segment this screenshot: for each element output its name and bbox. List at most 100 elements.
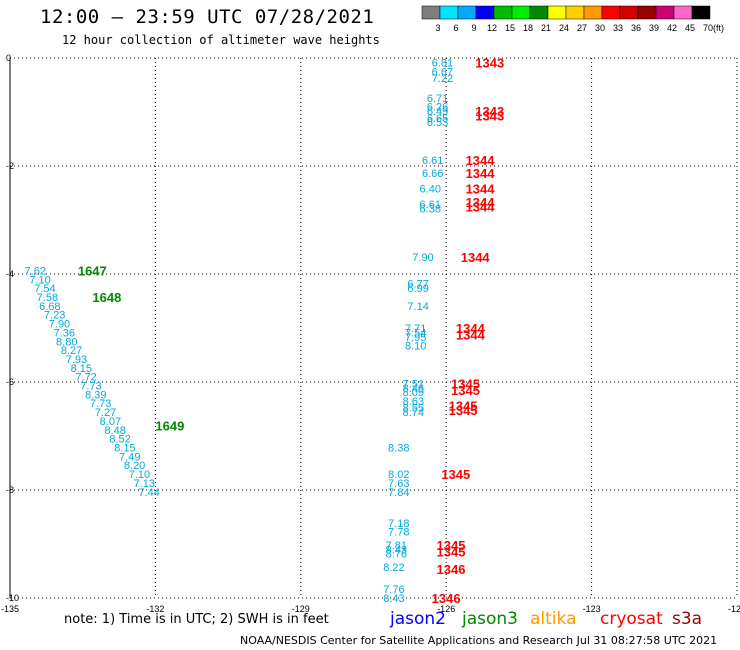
wave-height-labels: 6.816.677.226.716.266.496.656.536.616.66…: [25, 57, 454, 605]
colorbar-swatch: [529, 5, 549, 20]
pass-time-label: 1647: [78, 263, 107, 278]
wave-height-value: 6.71: [427, 93, 448, 105]
y-tick-label: -10: [6, 593, 19, 603]
wave-height-value: 7.73: [80, 381, 101, 393]
wave-height-value: 8.76: [386, 549, 407, 561]
colorbar-swatch: [619, 5, 639, 20]
satellite-legend-s3a: s3a: [672, 609, 703, 629]
wave-height-value: 7.10: [29, 274, 50, 286]
wave-height-value: 7.54: [405, 327, 426, 339]
pass-time-label: 1343: [475, 55, 504, 70]
wave-height-value: 6.99: [407, 283, 428, 295]
wave-height-value: 6.77: [407, 279, 428, 291]
wave-height-value: 7.62: [25, 265, 46, 277]
colorbar-tick-label: 18: [523, 23, 533, 33]
wave-height-value: 8.43: [386, 544, 407, 556]
wave-height-value: 7.73: [90, 398, 111, 410]
wave-height-value: 7.58: [37, 292, 58, 304]
colorbar-tick-label: 9: [471, 23, 476, 33]
pass-time-label: 1346: [432, 591, 461, 606]
wave-height-value: 7.90: [49, 319, 70, 331]
colorbar-tick-label: 21: [541, 23, 551, 33]
colorbar-swatch: [673, 5, 693, 20]
pass-time-label: 1343: [475, 104, 504, 119]
wave-height-value: 6.61: [422, 155, 443, 167]
pass-time-label: 1345: [437, 538, 466, 553]
axis-tick-labels: -135 -132 -129 -126 -123 -120 0 -2 -4 -6 -8 -10: [1, 53, 740, 614]
x-tick-label: -129: [292, 604, 310, 614]
pass-time-label: 1345: [441, 467, 470, 482]
wave-height-value: 7.49: [119, 451, 140, 463]
satellite-legend-jason2: jason2: [390, 609, 446, 629]
y-tick-label: -6: [6, 377, 14, 387]
wave-height-value: 6.40: [420, 184, 441, 196]
wave-height-value: 8.52: [109, 434, 130, 446]
colorbar-swatch: [691, 5, 711, 20]
y-tick-label: -4: [6, 269, 14, 279]
wave-height-value: 8.55: [403, 403, 424, 415]
wave-height-value: 8.10: [405, 341, 426, 353]
wave-height-value: 6.66: [422, 168, 443, 180]
pass-time-label: 1344: [466, 153, 496, 168]
pass-time-label: 1344: [456, 328, 486, 343]
pass-time-label: 1344: [466, 199, 496, 214]
wave-height-value: 7.84: [388, 487, 409, 499]
footer-credit: NOAA/NESDIS Center for Satellite Applica…: [240, 634, 718, 647]
wave-height-value: 8.63: [403, 396, 424, 408]
colorbar-swatch: [421, 5, 441, 20]
colorbar-tick-label: 27: [577, 23, 587, 33]
colorbar: 3 6 9 12 15 18 21 24 27 30 33 36 39 42 45 70 (ft): [421, 5, 724, 33]
wave-height-value: 7.10: [129, 469, 150, 481]
wave-height-value: 7.14: [407, 301, 428, 313]
colorbar-swatch: [655, 5, 675, 20]
pass-time-label: 1344: [456, 321, 486, 336]
pass-time-label: 1346: [437, 562, 466, 577]
pass-time-label: 1344: [461, 250, 491, 265]
pass-time-label: 1344: [466, 195, 496, 210]
x-tick-label: -123: [583, 604, 601, 614]
wave-height-value: 6.38: [420, 203, 441, 215]
pass-time-label: 1344: [466, 182, 496, 197]
wave-height-value: 7.63: [388, 478, 409, 490]
colorbar-swatch: [601, 5, 621, 20]
colorbar-swatch: [439, 5, 459, 20]
wave-height-value: 8.20: [124, 460, 145, 472]
wave-height-value: 7.81: [386, 540, 407, 552]
colorbar-tick-label: 6: [453, 23, 458, 33]
colorbar-swatch: [475, 5, 495, 20]
wave-height-value: 7.76: [383, 584, 404, 596]
wave-height-value: 6.26: [427, 102, 448, 114]
wave-height-value: 7.93: [66, 354, 87, 366]
colorbar-swatch: [565, 5, 585, 20]
wave-height-value: 7.72: [75, 372, 96, 384]
wave-height-value: 8.02: [388, 469, 409, 481]
wave-height-value: 8.80: [56, 336, 77, 348]
colorbar-tick-label: 24: [559, 23, 569, 33]
wave-height-value: 8.39: [85, 389, 106, 401]
colorbar-swatch: [493, 5, 513, 20]
pass-time-labels: 1343134313431344134413441344134413441344…: [78, 55, 504, 606]
wave-height-value: 7.27: [95, 407, 116, 419]
wave-height-value: 7.78: [388, 527, 409, 539]
wave-height-value: 7.23: [44, 310, 65, 322]
wave-height-value: 8.15: [71, 363, 92, 375]
colorbar-tick-label: 15: [505, 23, 515, 33]
colorbar-swatch: [583, 5, 603, 20]
chart-grid: [9, 57, 738, 599]
colorbar-tick-label: 45: [685, 23, 695, 33]
y-tick-label: -2: [6, 161, 14, 171]
colorbar-swatch: [511, 5, 531, 20]
wave-height-value: 8.15: [114, 443, 135, 455]
wave-height-value: 8.07: [100, 416, 121, 428]
wave-height-value: 6.53: [427, 117, 448, 129]
colorbar-swatch: [457, 5, 477, 20]
colorbar-tick-label: 3: [435, 23, 440, 33]
colorbar-tick-label: 12: [487, 23, 497, 33]
x-tick-label: -126: [437, 604, 455, 614]
pass-time-label: 1649: [155, 418, 184, 433]
pass-time-label: 1344: [466, 166, 496, 181]
pass-time-label: 1343: [475, 109, 504, 124]
colorbar-tick-label: 33: [613, 23, 623, 33]
